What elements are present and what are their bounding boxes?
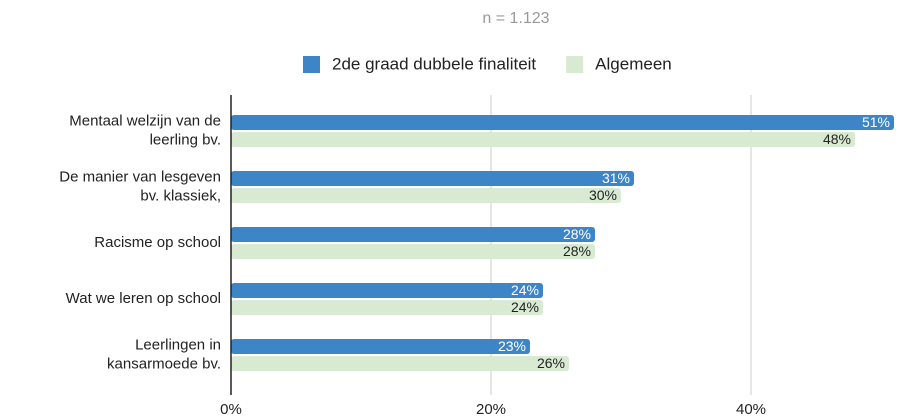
data-label: 51% [862,114,890,130]
bar [231,356,569,371]
bar [231,115,894,130]
legend-swatch [303,56,320,73]
data-label: 28% [563,243,591,259]
y-tick-label: Wat we leren op school [66,290,221,307]
legend-label: Algemeen [595,54,672,73]
data-label: 28% [563,226,591,242]
bar [231,188,621,203]
x-tick-label: 20% [476,401,506,418]
bar [231,132,855,147]
bar [231,171,634,186]
data-label: 26% [537,355,565,371]
chart-subtitle: n = 1.123 [482,10,549,27]
x-tick-label: 0% [220,401,242,418]
legend-label: 2de graad dubbele finaliteit [332,54,536,73]
data-label: 48% [823,131,851,147]
y-tick-label: De manier van lesgeven bv. klassiek, [59,168,221,204]
data-label: 24% [511,299,539,315]
legend-swatch [566,56,584,73]
y-tick-label: Leerlingen in kansarmoede bv. [107,336,221,372]
data-label: 30% [589,187,617,203]
bar [231,339,530,354]
bar [231,227,595,242]
bar [231,283,543,298]
data-label: 23% [498,338,526,354]
bar [231,300,543,315]
data-label: 24% [511,282,539,298]
data-label: 31% [602,170,630,186]
x-tick-label: 40% [736,401,766,418]
y-tick-label: Racisme op school [94,234,221,251]
bar [231,244,595,259]
y-tick-label: Mentaal welzijn van de leerling bv. [69,112,221,148]
